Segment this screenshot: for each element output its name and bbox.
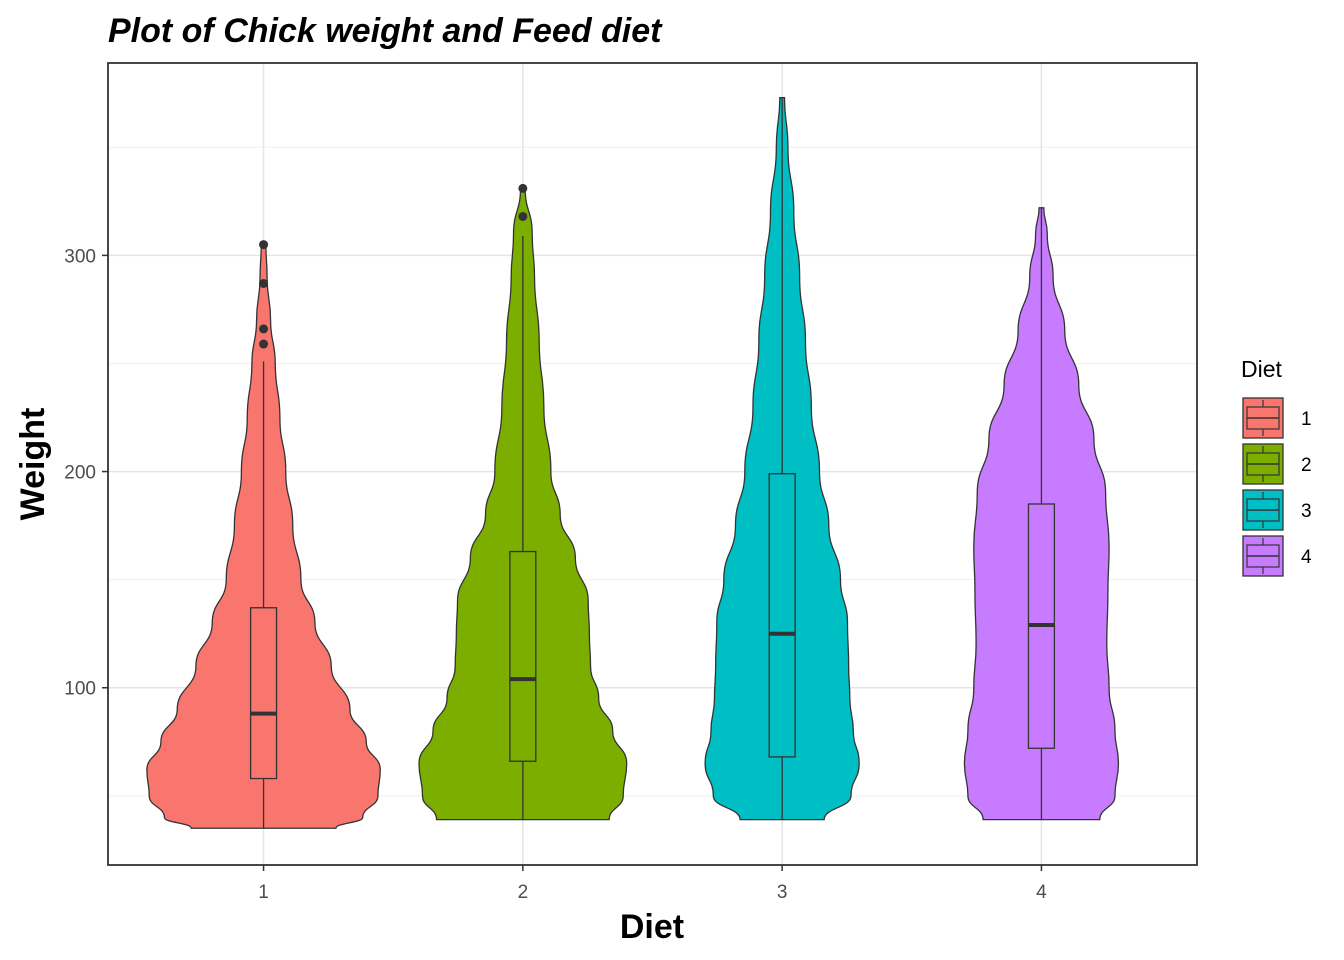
legend: Diet 1 2 3 4 (1241, 356, 1312, 577)
legend-label: 2 (1301, 455, 1312, 476)
legend-item-2: 2 (1242, 443, 1312, 485)
y-tick-label: 200 (64, 463, 96, 484)
outlier-point-diet-1 (259, 339, 269, 349)
x-tick-label: 1 (258, 882, 269, 903)
y-axis-title: Weight (14, 408, 52, 521)
legend-label: 1 (1301, 409, 1312, 430)
box-diet-2 (509, 550, 537, 762)
legend-label: 3 (1301, 501, 1312, 522)
outlier-point-diet-2 (518, 211, 528, 221)
y-tick-label: 100 (64, 679, 96, 700)
legend-item-4: 4 (1242, 535, 1312, 577)
x-tick-label: 2 (518, 882, 529, 903)
x-tick-label: 4 (1036, 882, 1047, 903)
violin-layer (146, 96, 1120, 829)
legend-label: 4 (1301, 547, 1312, 568)
chart-title: Plot of Chick weight and Feed diet (108, 12, 663, 50)
x-axis: 1 2 3 4 (258, 865, 1047, 903)
outlier-point-diet-1 (259, 278, 269, 288)
legend-item-3: 3 (1242, 489, 1312, 531)
y-axis: 100 200 300 (64, 246, 108, 700)
y-tick-label: 300 (64, 246, 96, 267)
plot-panel-border (107, 62, 1198, 866)
outlier-point-diet-2 (518, 183, 528, 193)
box-diet-1 (249, 607, 278, 780)
outlier-point-diet-1 (259, 240, 269, 250)
legend-item-1: 1 (1242, 397, 1312, 439)
x-axis-title: Diet (620, 908, 684, 946)
outlier-point-diet-1 (259, 324, 269, 334)
x-tick-label: 3 (777, 882, 788, 903)
boxplot-layer (249, 97, 1056, 829)
box-diet-3 (768, 473, 796, 758)
legend-title: Diet (1241, 356, 1283, 382)
